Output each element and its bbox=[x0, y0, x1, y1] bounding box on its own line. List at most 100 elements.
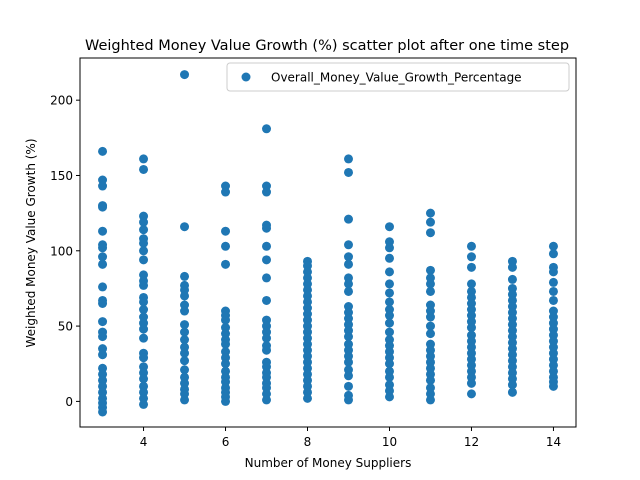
scatter-point bbox=[344, 371, 353, 381]
scatter-point bbox=[466, 241, 476, 251]
scatter-point bbox=[139, 297, 149, 307]
scatter-point bbox=[262, 295, 272, 305]
scatter-point bbox=[425, 312, 435, 322]
scatter-point bbox=[139, 154, 149, 164]
scatter-point bbox=[262, 223, 272, 233]
scatter-point bbox=[344, 395, 353, 405]
x-axis-ticks: 4 6 8 10 12 14 bbox=[140, 427, 561, 449]
scatter-point bbox=[548, 381, 558, 391]
scatter-point bbox=[548, 295, 558, 305]
scatter-point bbox=[425, 375, 435, 385]
scatter-point bbox=[221, 187, 231, 197]
scatter-point bbox=[466, 323, 476, 333]
scatter-point bbox=[139, 399, 149, 409]
data-points bbox=[98, 70, 558, 417]
scatter-point bbox=[98, 252, 108, 262]
scatter-point bbox=[180, 335, 190, 345]
scatter-point bbox=[180, 222, 190, 232]
y-tick-label: 50 bbox=[58, 320, 73, 334]
legend: Overall_Money_Value_Growth_Percentage bbox=[226, 62, 570, 92]
scatter-point bbox=[466, 262, 476, 272]
scatter-point bbox=[466, 378, 476, 388]
scatter-point bbox=[98, 146, 108, 156]
x-axis-label: Number of Money Suppliers bbox=[245, 456, 412, 470]
scatter-point bbox=[180, 291, 190, 301]
scatter-point bbox=[180, 395, 190, 405]
scatter-point bbox=[344, 286, 353, 296]
scatter-point bbox=[139, 255, 149, 265]
scatter-point bbox=[507, 262, 517, 272]
legend-label: Overall_Money_Value_Growth_Percentage bbox=[271, 71, 522, 85]
x-tick-label: 10 bbox=[382, 435, 397, 449]
scatter-point bbox=[425, 395, 435, 405]
scatter-point bbox=[384, 253, 394, 263]
scatter-point bbox=[384, 318, 394, 328]
scatter-point bbox=[180, 365, 190, 375]
scatter-point bbox=[425, 208, 435, 218]
scatter-point bbox=[98, 202, 108, 212]
scatter-point bbox=[507, 274, 517, 284]
scatter-point bbox=[466, 389, 476, 399]
scatter-point bbox=[139, 238, 149, 248]
x-tick-label: 6 bbox=[222, 435, 230, 449]
scatter-point bbox=[98, 282, 108, 292]
scatter-point bbox=[425, 265, 435, 275]
scatter-point bbox=[180, 70, 190, 80]
scatter-point bbox=[384, 359, 394, 369]
y-axis-ticks: 0 50 100 150 200 bbox=[50, 94, 80, 409]
scatter-point bbox=[344, 259, 353, 269]
scatter-point bbox=[303, 393, 312, 403]
scatter-point bbox=[98, 181, 108, 191]
scatter-point bbox=[425, 228, 435, 238]
scatter-point bbox=[384, 288, 394, 298]
x-tick-label: 12 bbox=[464, 435, 479, 449]
scatter-point bbox=[384, 222, 394, 232]
scatter-point bbox=[139, 246, 149, 256]
scatter-point bbox=[507, 387, 517, 397]
scatter-point bbox=[466, 252, 476, 262]
scatter-point bbox=[221, 339, 231, 349]
scatter-point bbox=[180, 356, 190, 366]
scatter-point bbox=[425, 329, 435, 339]
scatter-point bbox=[344, 240, 353, 250]
scatter-point bbox=[139, 305, 149, 315]
scatter-point bbox=[221, 315, 231, 325]
scatter-point bbox=[548, 267, 558, 277]
scatter-point bbox=[221, 396, 231, 406]
scatter-point bbox=[262, 345, 272, 355]
scatter-point bbox=[98, 350, 108, 360]
scatter-point bbox=[384, 311, 394, 321]
scatter-point bbox=[384, 297, 394, 307]
scatter-point bbox=[262, 241, 272, 251]
scatter-point bbox=[262, 187, 272, 197]
scatter-point bbox=[384, 392, 394, 402]
scatter-point bbox=[139, 217, 149, 227]
scatter-point bbox=[384, 372, 394, 382]
scatter-point bbox=[98, 259, 108, 269]
scatter-point bbox=[384, 267, 394, 277]
scatter-point bbox=[139, 164, 149, 174]
scatter-point bbox=[344, 332, 353, 342]
chart-title: Weighted Money Value Growth (%) scatter … bbox=[85, 38, 569, 54]
legend-marker bbox=[241, 72, 251, 82]
scatter-point bbox=[384, 279, 394, 289]
scatter-point bbox=[548, 277, 558, 287]
scatter-point bbox=[221, 241, 231, 251]
scatter-point bbox=[384, 243, 394, 253]
scatter-point bbox=[344, 381, 353, 391]
scatter-point bbox=[139, 280, 149, 290]
scatter-point bbox=[139, 333, 149, 343]
x-tick-label: 8 bbox=[304, 435, 312, 449]
scatter-point bbox=[180, 327, 190, 337]
scatter-point bbox=[139, 225, 149, 235]
scatter-point bbox=[548, 241, 558, 251]
scatter-point bbox=[98, 243, 108, 253]
scatter-point bbox=[548, 286, 558, 296]
scatter-point bbox=[425, 286, 435, 296]
scatter-point bbox=[180, 271, 190, 281]
scatter-point bbox=[139, 353, 149, 363]
scatter-point bbox=[344, 167, 353, 177]
scatter-point bbox=[466, 279, 476, 289]
scatter-point bbox=[98, 332, 108, 342]
scatter-point bbox=[98, 317, 108, 327]
